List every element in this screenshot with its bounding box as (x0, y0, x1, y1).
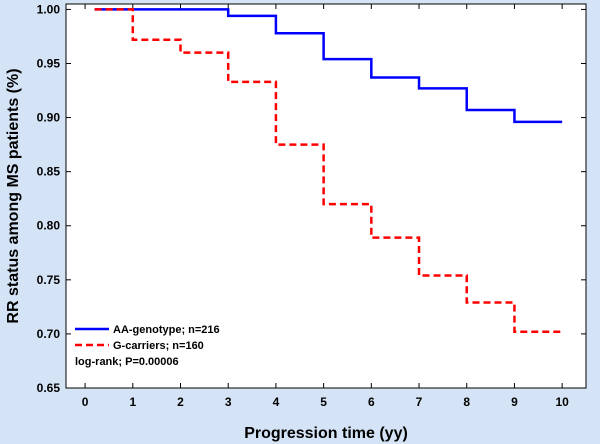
y-tick-label: 0.85 (37, 165, 61, 179)
legend-annotation: log-rank; P=0.00006 (75, 356, 179, 368)
x-tick-label: 5 (320, 395, 327, 409)
legend: AA-genotype; n=216 G-carriers; n=160 log… (75, 324, 220, 368)
x-tick-label: 2 (177, 395, 184, 409)
y-tick-label: 0.70 (37, 327, 61, 341)
plot-area (65, 3, 587, 389)
x-tick-label: 3 (225, 395, 232, 409)
series-group (94, 8, 563, 334)
x-axis-title: Progression time (yy) (244, 425, 408, 442)
x-axis: 0 1 2 3 4 5 6 7 8 9 10 (82, 4, 569, 409)
y-axis: 0.65 0.70 0.75 0.80 0.85 0.90 0.95 1.00 (37, 2, 586, 395)
x-tick-label: 10 (555, 395, 569, 409)
y-tick-label: 0.75 (37, 273, 61, 287)
legend-label-g: G-carriers; n=160 (113, 340, 204, 352)
y-tick-label: 0.90 (37, 111, 61, 125)
y-tick-label: 0.95 (37, 56, 61, 70)
x-tick-label: 7 (416, 395, 423, 409)
y-tick-label: 0.65 (37, 381, 61, 395)
x-tick-label: 9 (511, 395, 518, 409)
x-tick-label: 0 (82, 395, 89, 409)
x-tick-label: 4 (273, 395, 280, 409)
series-line-aa-genotype (94, 8, 563, 124)
x-tick-label: 8 (463, 395, 470, 409)
y-tick-label: 1.00 (37, 2, 61, 16)
x-tick-label: 6 (368, 395, 375, 409)
legend-label-aa: AA-genotype; n=216 (113, 324, 220, 336)
y-tick-label: 0.80 (37, 219, 61, 233)
x-tick-label: 1 (129, 395, 136, 409)
series-line-g-carriers (94, 8, 563, 334)
y-axis-title: RR status among MS patients (%) (5, 68, 22, 323)
